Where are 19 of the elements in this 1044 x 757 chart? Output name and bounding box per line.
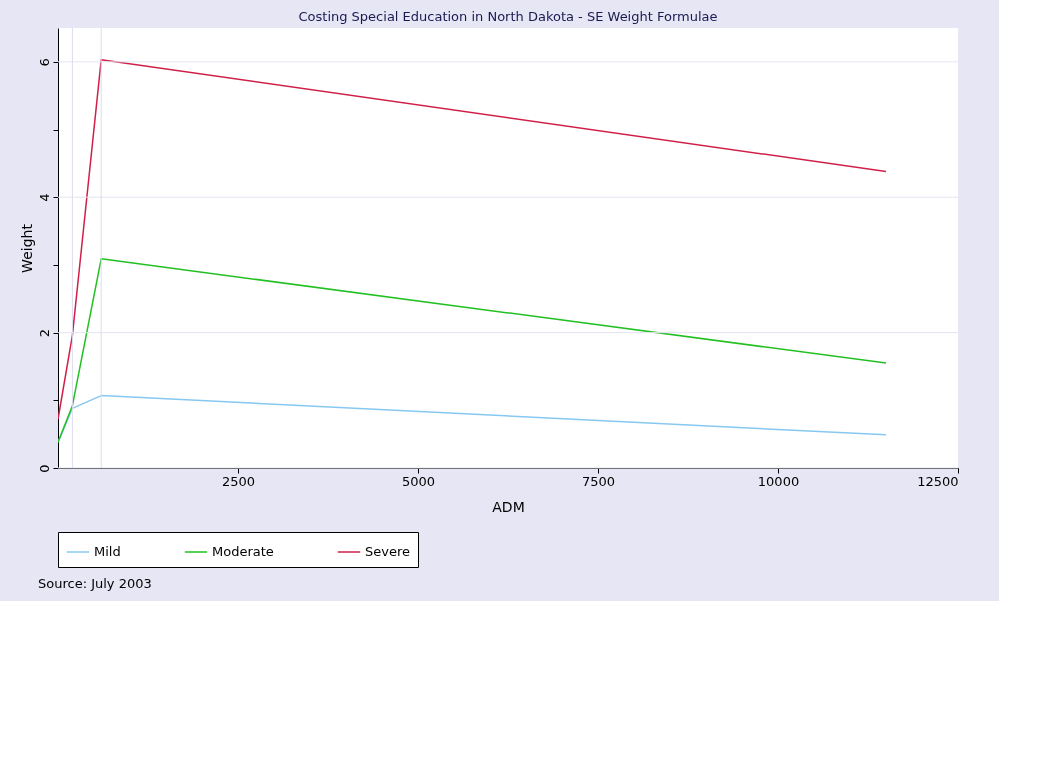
y-tick-label: 4 <box>36 193 52 202</box>
x-tick-label: 10000 <box>757 473 800 489</box>
x-tick-label: 12500 <box>917 473 959 489</box>
legend-label: Moderate <box>212 544 274 559</box>
y-axis-title: Weight <box>18 223 35 273</box>
x-tick-label: 7500 <box>581 473 616 489</box>
chart-title: Costing Special Education in North Dakota - SE Weight Formulae <box>298 8 718 24</box>
y-tick-label: 0 <box>36 464 52 473</box>
x-axis-title: ADM <box>492 498 525 515</box>
source-note: Source: July 2003 <box>38 576 152 591</box>
legend-label: Mild <box>94 544 121 559</box>
line-series <box>58 59 887 421</box>
x-tick-label: 2500 <box>221 473 256 489</box>
x-tick-label: 5000 <box>401 473 436 489</box>
legend-label: Severe <box>365 544 410 559</box>
y-tick-label: 2 <box>36 328 52 338</box>
line-series <box>58 394 887 444</box>
y-tick-label: 6 <box>36 58 52 67</box>
line-series <box>58 258 887 444</box>
